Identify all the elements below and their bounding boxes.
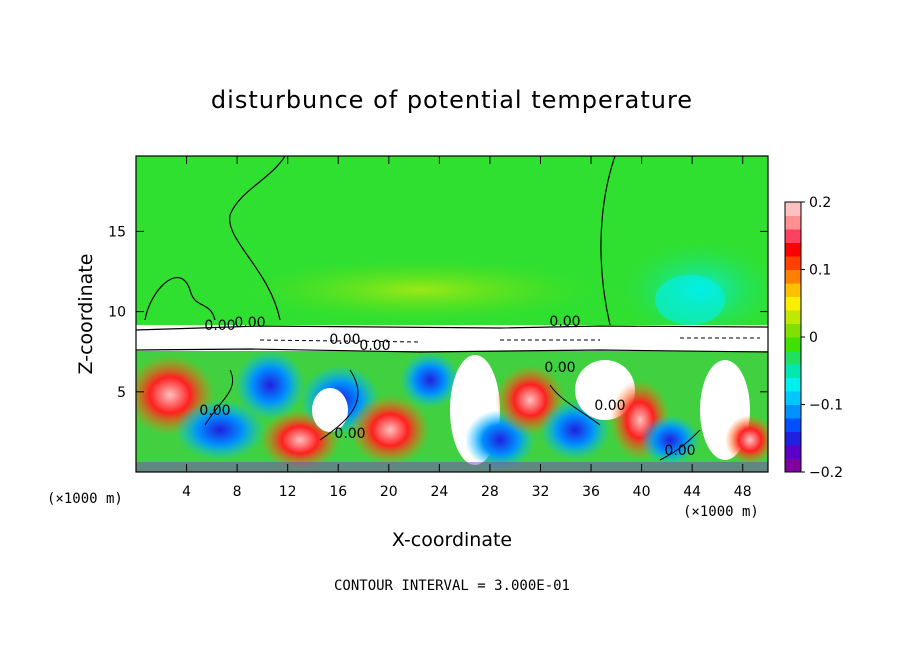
chart-title: disturbunce of potential temperature (210, 86, 694, 114)
heatmap-field (136, 156, 768, 472)
colorbar-swatch (785, 431, 801, 446)
colorbar-swatch (785, 202, 801, 216)
colorbar-swatch (785, 283, 801, 297)
colorbar-swatch (785, 445, 801, 459)
contour-interval-note: CONTOUR INTERVAL = 3.000E-01 (333, 578, 570, 594)
y-tick-label: 10 (108, 305, 126, 321)
contour-line (136, 325, 768, 331)
plot-frame (135, 155, 769, 473)
colorbar-tick-label: 0.2 (809, 195, 831, 211)
contour-label: 0.00 (204, 318, 235, 334)
contour-line-dashed (259, 339, 421, 343)
contour-label: 0.00 (334, 426, 365, 442)
field-eddy-core (312, 388, 348, 432)
colorbar-swatch (785, 256, 801, 270)
x-tick-label: 40 (633, 484, 651, 500)
field-eddy (175, 400, 265, 460)
x-unit-left: (×1000 m) (47, 491, 123, 507)
field-band-upper (250, 260, 590, 320)
colorbar-tick-label: 0.1 (809, 263, 831, 279)
colorbar: 0.2 0.1 0 −0.1 −0.2 (784, 195, 843, 481)
x-tick-label: 32 (532, 484, 550, 500)
field-layer-band (136, 325, 768, 351)
contour-label: 0.00 (594, 398, 625, 414)
colorbar-swatch (785, 215, 801, 230)
field-eddy (235, 350, 305, 420)
x-tick-label: 4 (182, 484, 191, 500)
colorbar-swatch (785, 350, 801, 365)
contour-label: 0.00 (664, 443, 695, 459)
colorbar-swatch (785, 337, 801, 351)
contour-line (144, 277, 216, 321)
contour-label: 0.00 (329, 332, 360, 348)
colorbar-swatch (785, 377, 801, 392)
colorbar-swatch (785, 418, 801, 432)
x-tick-label: 36 (582, 484, 600, 500)
colorbar-swatch (785, 269, 801, 284)
x-tick-label: 20 (380, 484, 398, 500)
contour-labels: 0.000.000.000.000.000.000.000.000.000.00 (199, 314, 695, 459)
colorbar-swatch (785, 229, 801, 243)
contour-line (204, 369, 234, 426)
colorbar-swatch (785, 458, 801, 473)
field-eddy (725, 415, 768, 465)
contour-line (549, 384, 601, 426)
x-tick-label: 8 (233, 484, 242, 500)
x-tick-label: 44 (683, 484, 701, 500)
colorbar-tick-label: −0.2 (809, 465, 843, 481)
x-tick-label: 28 (481, 484, 499, 500)
contour-label: 0.00 (199, 403, 230, 419)
field-eddy (350, 395, 430, 465)
colorbar-swatch (785, 391, 801, 405)
x-axis: 4 8 12 16 20 24 28 32 36 40 44 48 (182, 156, 752, 500)
colorbar-swatch (785, 323, 801, 338)
y-tick-label: 15 (108, 224, 126, 240)
colorbar-tick-label: 0 (809, 330, 818, 346)
x-unit-right: (×1000 m) (683, 504, 759, 520)
contour-line (659, 429, 701, 461)
x-axis-label: X-coordinate (392, 529, 512, 551)
x-tick-label: 24 (430, 484, 448, 500)
field-eddy (640, 415, 700, 465)
contour-label: 0.00 (234, 315, 265, 331)
colorbar-tick-label: −0.1 (809, 398, 843, 414)
colorbar-swatch (785, 364, 801, 378)
x-tick-label: 12 (279, 484, 297, 500)
field-eddy (400, 352, 460, 408)
y-axis: 5 10 15 (108, 224, 768, 401)
contour-line (229, 156, 286, 321)
field-patch-cyan-core (655, 275, 725, 325)
contour-label: 0.00 (359, 338, 390, 354)
colorbar-swatch (785, 404, 801, 419)
contour-line (136, 348, 768, 353)
contour-line (319, 369, 359, 441)
contour-line (600, 156, 616, 326)
y-tick-label: 5 (117, 385, 126, 401)
contour-label: 0.00 (549, 314, 580, 330)
x-tick-label: 16 (329, 484, 347, 500)
colorbar-swatch (785, 310, 801, 324)
field-bottom-strip (136, 462, 768, 472)
x-tick-label: 48 (734, 484, 752, 500)
contour-label: 0.00 (544, 360, 575, 376)
colorbar-swatch (785, 242, 801, 257)
y-axis-label: Z-coordinate (75, 254, 97, 375)
colorbar-swatch (785, 296, 801, 311)
